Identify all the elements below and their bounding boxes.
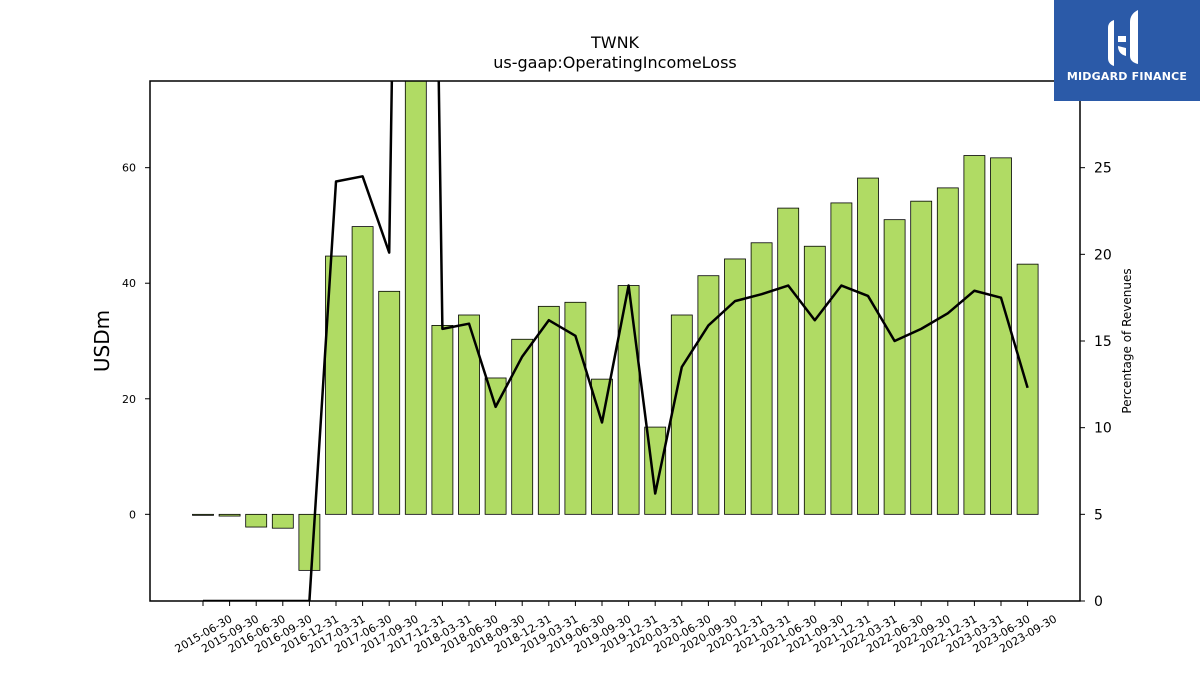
bar-2019-06-30: [564, 301, 587, 515]
y2-tick-label: 10: [1094, 421, 1112, 437]
bar-2016-12-31: [298, 513, 321, 571]
bar-2018-06-30: [458, 314, 480, 515]
bar-2017-09-30: [378, 290, 401, 515]
bar-2015-09-30: [218, 513, 241, 517]
y-tick-label: 20: [122, 393, 136, 406]
y2-tick-label: 0: [1094, 594, 1103, 610]
bar-2018-03-31: [431, 324, 454, 515]
brand-name: MIDGARD FINANCE: [1066, 70, 1188, 83]
y-tick-label: 0: [129, 508, 136, 521]
bar-2021-03-31: [750, 242, 773, 515]
y2-tick-label: 15: [1094, 334, 1112, 350]
bar-2015-06-30: [192, 513, 214, 516]
y-tick-label: 40: [122, 277, 136, 290]
bar-2017-03-31: [325, 255, 347, 515]
bar-2019-03-31: [537, 305, 560, 515]
bar-2021-09-30: [803, 245, 826, 515]
bar-2017-12-31: [404, 81, 427, 515]
y-tick-label: 60: [122, 162, 136, 175]
y2-axis-label: Percentage of Revenues: [1120, 268, 1134, 413]
bar-2022-06-30: [883, 219, 906, 515]
y-axis-label: USDm: [90, 310, 114, 372]
bar-2018-12-31: [511, 338, 534, 515]
right-axis: 0 5 10 15 20 25: [1080, 161, 1112, 610]
bar-2023-09-30: [1016, 263, 1039, 515]
chart-title: TWNK: [590, 33, 640, 52]
bar-2019-09-30: [591, 378, 613, 515]
y2-tick-label: 5: [1094, 507, 1103, 523]
line-group: [203, 81, 1029, 601]
bar-2018-09-30: [484, 377, 507, 515]
bar-2021-06-30: [777, 207, 800, 515]
bar-2022-03-31: [857, 177, 879, 515]
bar-2017-06-30: [351, 226, 374, 515]
percentage-line: [203, 81, 1029, 601]
bar-2022-09-30: [910, 200, 933, 515]
bar-2023-06-30: [990, 157, 1012, 515]
y2-tick-label: 20: [1094, 247, 1112, 263]
bar-2016-09-30: [271, 513, 294, 529]
bar-2020-12-31: [724, 258, 746, 515]
bar-2022-12-31: [936, 187, 959, 515]
brand-mark-icon: [1108, 10, 1138, 66]
y2-tick-label: 25: [1094, 161, 1112, 177]
chart-subtitle: us-gaap:OperatingIncomeLoss: [493, 53, 737, 72]
x-axis: 2015-06-302015-09-302016-06-302016-09-30…: [173, 601, 1059, 656]
bar-2021-12-31: [830, 202, 853, 515]
brand-logo: MIDGARD FINANCE: [1054, 0, 1200, 101]
bar-2023-03-31: [963, 155, 986, 515]
bar-2020-06-30: [670, 314, 693, 515]
bars-group: [192, 81, 1039, 571]
bar-2016-06-30: [245, 513, 268, 528]
bar-2020-09-30: [697, 275, 720, 515]
left-axis: 0 20 40 60: [122, 162, 150, 521]
